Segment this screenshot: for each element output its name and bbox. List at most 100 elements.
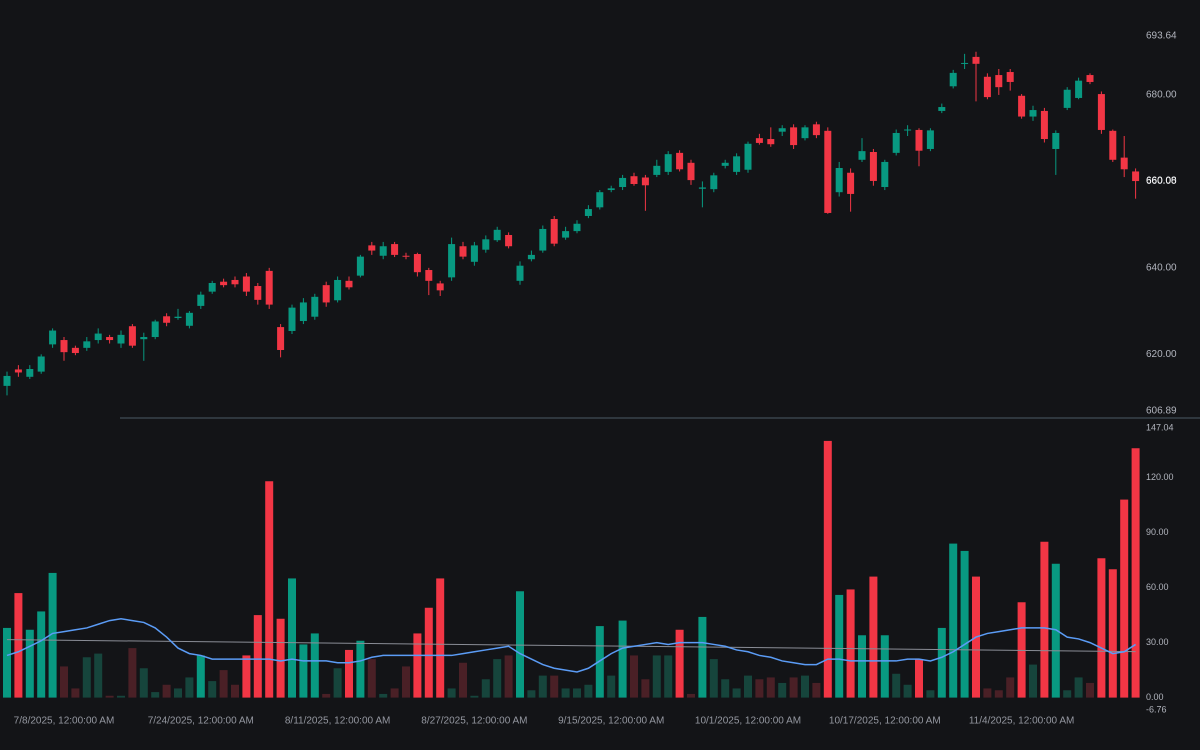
- candle-body: [527, 254, 535, 260]
- candle-body: [710, 175, 718, 190]
- volume-bar: [869, 576, 878, 698]
- candle-body: [505, 235, 513, 247]
- volume-bar: [607, 675, 616, 698]
- candle-body: [242, 276, 250, 292]
- volume-bar: [265, 481, 274, 698]
- candle-body: [995, 75, 1003, 88]
- candle-body: [653, 165, 661, 175]
- volume-bar: [846, 589, 855, 698]
- x-tick-label: 10/1/2025, 12:00:00 AM: [695, 716, 801, 727]
- x-tick-label: 8/11/2025, 12:00:00 AM: [285, 716, 390, 727]
- candle-body: [71, 347, 79, 354]
- volume-bar: [71, 688, 80, 698]
- x-tick-label: 10/17/2025, 12:00:00 AM: [829, 716, 941, 727]
- volume-bar: [299, 644, 308, 698]
- volume-bar: [94, 653, 103, 698]
- volume-bar: [459, 662, 467, 698]
- volume-bar: [105, 695, 114, 698]
- candle-body: [1063, 89, 1071, 108]
- volume-bar: [903, 684, 912, 698]
- volume-bar: [37, 611, 46, 698]
- volume-bar: [744, 675, 752, 698]
- candle-body: [368, 245, 376, 251]
- volume-bar: [139, 668, 148, 698]
- volume-bar: [1006, 677, 1015, 698]
- x-tick-label: 7/8/2025, 12:00:00 AM: [14, 716, 115, 727]
- candle-body: [869, 152, 877, 181]
- volume-bar: [345, 649, 353, 698]
- volume-bar: [424, 607, 433, 698]
- volume-bar: [436, 578, 445, 698]
- volume-bar: [1040, 541, 1049, 698]
- volume-bar: [550, 675, 559, 698]
- candle-body: [174, 316, 182, 319]
- y-tick-label: 606.89: [1146, 406, 1177, 417]
- volume-bar: [926, 690, 935, 698]
- candle-body: [151, 321, 159, 338]
- volume-bar: [390, 688, 399, 698]
- volume-bar: [253, 615, 262, 698]
- candle-body: [755, 138, 763, 143]
- candle-body: [265, 270, 273, 305]
- volume-bar: [1063, 690, 1072, 698]
- candle-body: [356, 256, 364, 276]
- volume-bar: [174, 688, 182, 698]
- volume-bar: [732, 688, 741, 698]
- volume-bar: [1086, 682, 1094, 698]
- candle-body: [733, 156, 741, 172]
- candle-body: [185, 312, 193, 326]
- volume-bar: [1051, 563, 1060, 698]
- volume-bar: [151, 692, 160, 698]
- candle-body: [448, 244, 456, 278]
- y-tick-label: 640.00: [1146, 262, 1177, 273]
- volume-trend-line: [6, 639, 1136, 653]
- volume-bar: [527, 690, 536, 698]
- volume-bar: [630, 655, 638, 698]
- volume-bar: [413, 633, 422, 698]
- candle-body: [596, 192, 604, 208]
- candle-body: [562, 231, 570, 238]
- candle-body: [676, 152, 684, 170]
- candle-body: [425, 270, 433, 281]
- y-tick-label: 680.00: [1146, 90, 1177, 101]
- volume-bar: [766, 677, 775, 698]
- candle-body: [254, 286, 262, 300]
- volume-bar: [185, 677, 194, 698]
- candle-body: [1075, 80, 1083, 98]
- volume-bar: [561, 688, 570, 698]
- candle-body: [413, 254, 421, 273]
- volume-bar: [481, 679, 490, 698]
- volume-bar: [82, 657, 91, 698]
- candle-body: [231, 279, 239, 285]
- candle-body: [1018, 95, 1026, 117]
- candle-body: [49, 330, 57, 345]
- candle-body: [391, 244, 399, 255]
- volume-bar: [1131, 448, 1140, 698]
- candle-body: [835, 167, 843, 193]
- volume-bar: [322, 693, 331, 698]
- candle-body: [277, 327, 285, 350]
- volume-bar: [823, 440, 832, 698]
- volume-bar: [196, 655, 205, 698]
- volume-bar: [835, 594, 844, 698]
- candle-body: [801, 127, 809, 139]
- volume-bar: [288, 578, 296, 698]
- volume-bar: [595, 626, 604, 698]
- candle-body: [1097, 94, 1105, 130]
- candle-body: [311, 296, 319, 317]
- candle-body: [778, 128, 786, 132]
- volume-bar: [231, 684, 239, 698]
- candle-body: [858, 151, 866, 160]
- volume-bar: [128, 648, 137, 698]
- volume-bar: [402, 666, 410, 698]
- volume-bar: [892, 673, 901, 698]
- candle-body: [881, 161, 889, 188]
- y-tick-label: 90.00: [1146, 527, 1169, 537]
- candle-body: [915, 129, 923, 151]
- volume-bar: [48, 572, 57, 698]
- last-price-label: 660.08: [1146, 176, 1177, 187]
- candle-body: [1052, 132, 1060, 149]
- x-tick-label: 9/15/2025, 12:00:00 AM: [558, 716, 664, 727]
